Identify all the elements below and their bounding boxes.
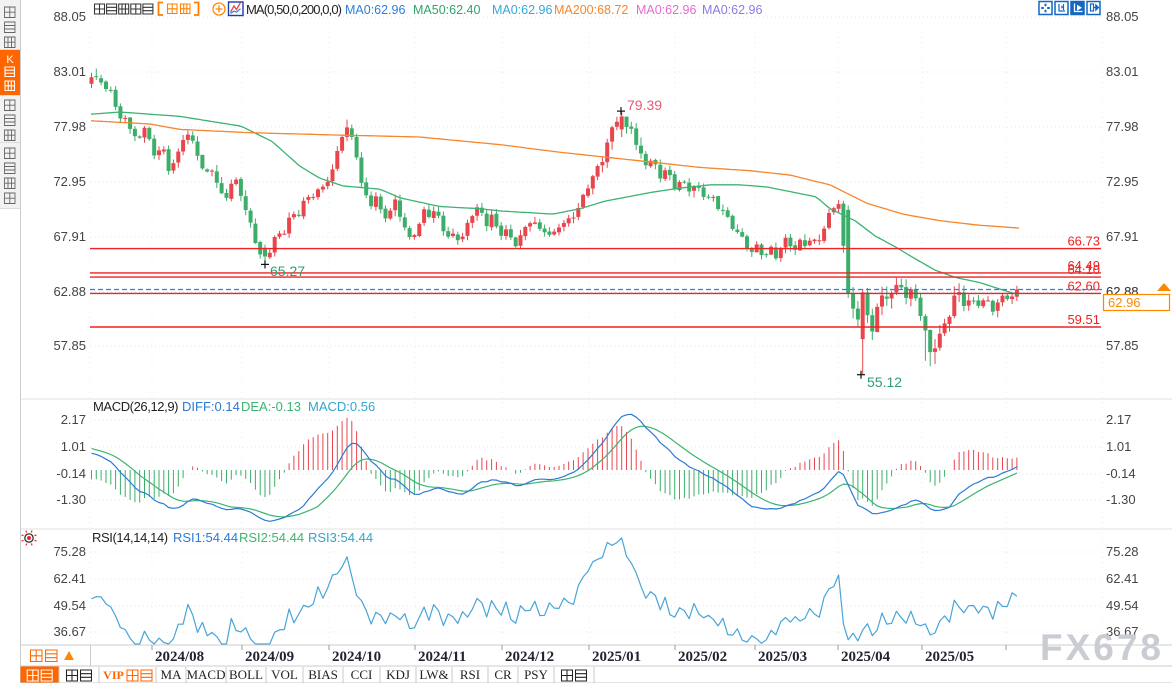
- svg-text:49.54: 49.54: [53, 598, 86, 613]
- svg-text:36.67: 36.67: [1106, 624, 1139, 639]
- svg-text:64.10: 64.10: [1067, 262, 1100, 277]
- svg-text:72.95: 72.95: [53, 174, 86, 189]
- svg-text:36.67: 36.67: [53, 624, 86, 639]
- svg-text:66.73: 66.73: [1067, 234, 1100, 249]
- svg-text:CR: CR: [494, 667, 512, 682]
- svg-text:2024/10: 2024/10: [332, 649, 381, 665]
- svg-text:83.01: 83.01: [53, 64, 86, 79]
- svg-text:1.01: 1.01: [1106, 439, 1131, 454]
- svg-text:49.54: 49.54: [1106, 598, 1139, 613]
- svg-text:2024/11: 2024/11: [418, 649, 466, 665]
- svg-text:83.01: 83.01: [1106, 64, 1139, 79]
- svg-text:BOLL: BOLL: [229, 667, 263, 682]
- svg-text:77.98: 77.98: [53, 119, 86, 134]
- svg-text:65.27: 65.27: [270, 263, 305, 279]
- svg-text:62.41: 62.41: [1106, 571, 1139, 586]
- svg-text:RSI2:54.44: RSI2:54.44: [239, 530, 304, 545]
- svg-text:RSI(14,14,14): RSI(14,14,14): [92, 530, 168, 545]
- svg-text:-1.30: -1.30: [1106, 492, 1136, 507]
- svg-text:MA0:62.96: MA0:62.96: [492, 3, 553, 17]
- svg-text:2025/04: 2025/04: [841, 649, 891, 665]
- svg-text:55.12: 55.12: [867, 374, 902, 390]
- svg-text:VIP: VIP: [103, 668, 124, 682]
- svg-text:PSY: PSY: [524, 667, 548, 682]
- svg-text:62.41: 62.41: [53, 571, 86, 586]
- svg-text:64.49: 64.49: [1067, 258, 1100, 273]
- svg-text:79.39: 79.39: [627, 97, 662, 113]
- svg-text:MA0:62.96: MA0:62.96: [636, 3, 697, 17]
- svg-text:-0.14: -0.14: [56, 466, 86, 481]
- svg-text:-1.30: -1.30: [56, 492, 86, 507]
- svg-text:MA0:62.96: MA0:62.96: [702, 3, 763, 17]
- svg-text:DEA:-0.13: DEA:-0.13: [241, 399, 301, 414]
- svg-text:MACD(26,12,9): MACD(26,12,9): [93, 399, 178, 414]
- svg-text:KDJ: KDJ: [386, 667, 410, 682]
- svg-text:2025/02: 2025/02: [678, 649, 727, 665]
- svg-text:MACD:0.56: MACD:0.56: [308, 399, 375, 414]
- svg-text:2025/05: 2025/05: [925, 649, 974, 665]
- svg-text:57.85: 57.85: [1106, 338, 1139, 353]
- svg-text:DIFF:0.14: DIFF:0.14: [182, 399, 240, 414]
- svg-text:MA0:62.96: MA0:62.96: [345, 3, 406, 17]
- svg-text:BIAS: BIAS: [308, 667, 338, 682]
- svg-text:59.51: 59.51: [1067, 312, 1100, 327]
- svg-text:RSI1:54.44: RSI1:54.44: [173, 530, 238, 545]
- svg-text:67.91: 67.91: [1106, 229, 1139, 244]
- svg-text:2025/03: 2025/03: [758, 649, 807, 665]
- svg-text:FX678: FX678: [1040, 627, 1164, 668]
- svg-text:88.05: 88.05: [53, 9, 86, 24]
- svg-text:2024/08: 2024/08: [155, 649, 204, 665]
- svg-text:MA(0,50,0,200,0,0): MA(0,50,0,200,0,0): [246, 2, 342, 17]
- svg-text:K: K: [6, 54, 14, 66]
- svg-text:MA50:62.40: MA50:62.40: [413, 3, 480, 17]
- svg-text:67.91: 67.91: [53, 229, 86, 244]
- svg-text:75.28: 75.28: [1106, 544, 1139, 559]
- svg-text:MACD: MACD: [186, 667, 225, 682]
- svg-text:-0.14: -0.14: [1106, 466, 1136, 481]
- svg-text:62.88: 62.88: [53, 284, 86, 299]
- svg-text:2.17: 2.17: [61, 412, 86, 427]
- svg-text:72.95: 72.95: [1106, 174, 1139, 189]
- svg-text:2.17: 2.17: [1106, 412, 1131, 427]
- svg-text:VOL: VOL: [271, 667, 298, 682]
- svg-text:2025/01: 2025/01: [592, 649, 641, 665]
- svg-text:77.98: 77.98: [1106, 119, 1139, 134]
- svg-text:2024/09: 2024/09: [245, 649, 294, 665]
- svg-text:RSI3:54.44: RSI3:54.44: [308, 530, 373, 545]
- svg-text:MA: MA: [161, 667, 183, 682]
- svg-text:75.28: 75.28: [53, 544, 86, 559]
- svg-text:2024/12: 2024/12: [505, 649, 554, 665]
- svg-text:62.96: 62.96: [1108, 295, 1141, 310]
- svg-text:57.85: 57.85: [53, 338, 86, 353]
- svg-text:CCI: CCI: [351, 667, 373, 682]
- svg-text:MA200:68.72: MA200:68.72: [554, 3, 628, 17]
- svg-text:88.05: 88.05: [1106, 9, 1139, 24]
- svg-text:1.01: 1.01: [61, 439, 86, 454]
- svg-text:62.60: 62.60: [1067, 278, 1100, 293]
- svg-text:LW&: LW&: [419, 667, 448, 682]
- svg-text:RSI: RSI: [460, 667, 480, 682]
